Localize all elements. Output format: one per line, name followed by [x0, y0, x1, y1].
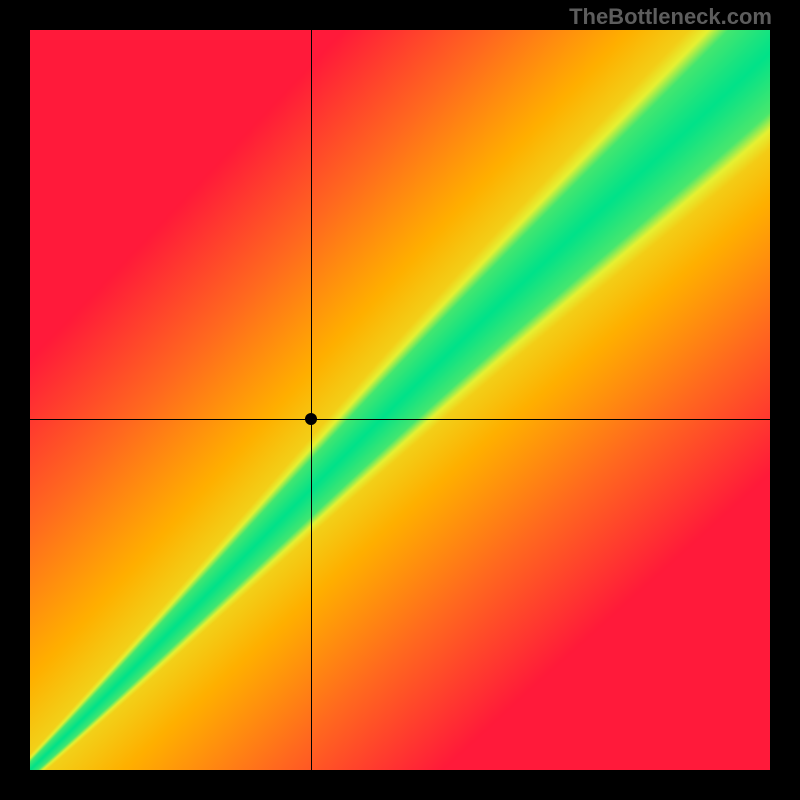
crosshair-vertical: [311, 30, 312, 770]
plot-area: [30, 30, 770, 770]
crosshair-marker: [305, 413, 317, 425]
crosshair-horizontal: [30, 419, 770, 420]
watermark-text: TheBottleneck.com: [569, 4, 772, 30]
heatmap-canvas: [30, 30, 770, 770]
